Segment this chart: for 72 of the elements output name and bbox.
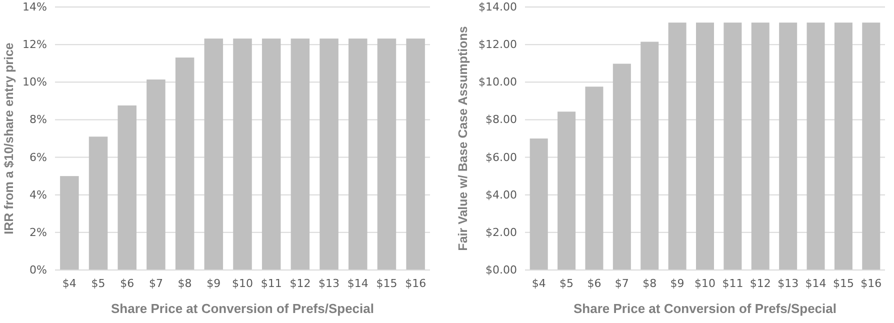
bar bbox=[60, 176, 79, 270]
y-tick-label: $14.00 bbox=[478, 0, 517, 14]
y-tick-label: 12% bbox=[22, 38, 47, 52]
y-tick-label: $4.00 bbox=[486, 188, 517, 202]
x-tick-label: $8 bbox=[642, 276, 657, 290]
bar bbox=[233, 38, 252, 270]
bar bbox=[558, 112, 576, 270]
y-tick-label: $0.00 bbox=[486, 264, 517, 277]
x-tick-label: $15 bbox=[376, 276, 398, 290]
x-tick-label: $10 bbox=[232, 276, 253, 290]
bar bbox=[834, 22, 852, 270]
bar bbox=[668, 22, 686, 270]
bar bbox=[696, 22, 714, 270]
x-tick-label: $14 bbox=[347, 276, 368, 290]
x-tick-label: $13 bbox=[318, 276, 340, 290]
x-tick-label: $10 bbox=[694, 276, 716, 290]
y-tick-label: 6% bbox=[30, 150, 47, 164]
y-tick-label: 10% bbox=[22, 76, 47, 89]
x-tick-label: $9 bbox=[206, 276, 221, 290]
x-tick-label: $4 bbox=[62, 276, 76, 290]
bar bbox=[262, 38, 281, 270]
x-tick-label: $5 bbox=[91, 276, 106, 290]
x-tick-label: $12 bbox=[290, 276, 311, 290]
bar bbox=[348, 38, 368, 270]
x-tick-label: $6 bbox=[587, 276, 602, 290]
y-tick-label: $12.00 bbox=[478, 38, 517, 52]
bar bbox=[779, 22, 798, 270]
x-tick-label: $16 bbox=[405, 276, 426, 290]
x-tick-label: $7 bbox=[148, 276, 163, 290]
x-axis-title: Share Price at Conversion of Prefs/Special bbox=[111, 301, 374, 316]
x-tick-label: $15 bbox=[832, 276, 854, 290]
x-tick-label: $14 bbox=[805, 276, 826, 290]
x-tick-label: $11 bbox=[260, 276, 282, 290]
y-axis-title: Fair Value w/ Base Case Assumptions bbox=[456, 26, 470, 251]
bar bbox=[640, 42, 659, 270]
y-tick-label: 0% bbox=[30, 264, 47, 277]
x-tick-label: $11 bbox=[722, 276, 744, 290]
bar bbox=[751, 22, 770, 270]
bar bbox=[204, 38, 224, 270]
x-axis-title: Share Price at Conversion of Prefs/Special bbox=[574, 301, 836, 316]
bar bbox=[406, 38, 425, 270]
bar bbox=[320, 38, 338, 270]
x-tick-label: $13 bbox=[778, 276, 799, 290]
bar bbox=[585, 86, 604, 270]
bar bbox=[290, 38, 310, 270]
bar bbox=[146, 80, 166, 270]
x-tick-label: $7 bbox=[614, 276, 629, 290]
y-axis-title: IRR from a $10/share entry price bbox=[2, 42, 16, 234]
x-tick-label: $5 bbox=[560, 276, 574, 290]
bar bbox=[118, 105, 136, 270]
x-tick-label: $6 bbox=[120, 276, 134, 290]
y-tick-label: 8% bbox=[30, 113, 47, 126]
y-tick-label: 2% bbox=[30, 226, 47, 239]
x-tick-label: $8 bbox=[178, 276, 192, 290]
bar bbox=[175, 58, 194, 270]
bar bbox=[377, 38, 396, 270]
x-tick-label: $9 bbox=[670, 276, 684, 290]
bar bbox=[862, 22, 880, 270]
y-tick-label: $10.00 bbox=[478, 76, 517, 89]
x-tick-label: $4 bbox=[532, 276, 546, 290]
bar bbox=[88, 136, 108, 270]
x-tick-label: $12 bbox=[750, 276, 771, 290]
bar bbox=[530, 138, 548, 270]
y-tick-label: 14% bbox=[22, 0, 47, 14]
bar bbox=[806, 22, 825, 270]
y-tick-label: $2.00 bbox=[486, 226, 517, 239]
bar bbox=[724, 22, 742, 270]
y-tick-label: 4% bbox=[30, 188, 47, 202]
bar bbox=[612, 64, 631, 270]
y-tick-label: $8.00 bbox=[486, 113, 517, 126]
y-tick-label: $6.00 bbox=[486, 150, 517, 164]
x-tick-label: $16 bbox=[860, 276, 882, 290]
